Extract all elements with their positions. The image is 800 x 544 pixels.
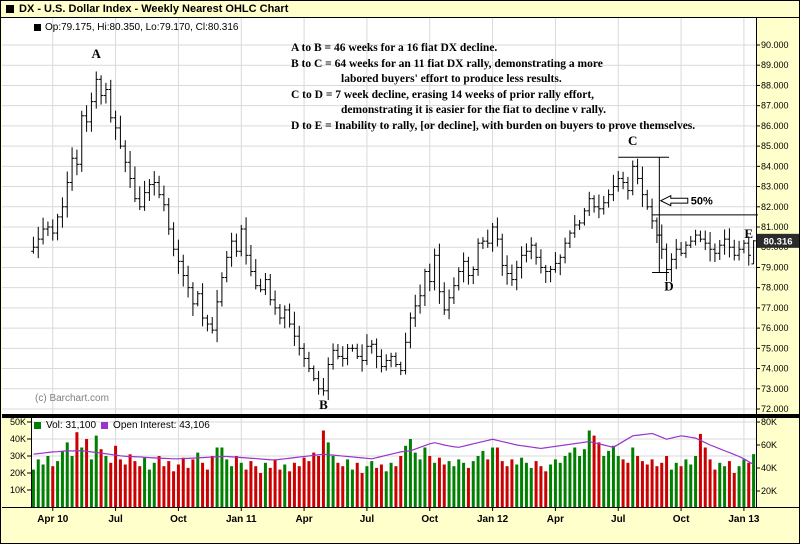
quote-marker-icon	[34, 24, 41, 31]
volume-text: Vol: 31,100	[46, 420, 97, 431]
svg-text:73.000: 73.000	[761, 384, 789, 394]
volume-marker-icon	[34, 422, 41, 429]
svg-text:B: B	[319, 397, 328, 412]
svg-text:A: A	[92, 46, 102, 61]
annotation-line: D to E = Inability to rally, [or decline…	[291, 119, 696, 132]
svg-text:85.000: 85.000	[761, 141, 789, 151]
svg-text:E: E	[744, 226, 753, 241]
title-bar: DX - U.S. Dollar Index - Weekly Nearest …	[1, 1, 799, 18]
svg-text:Jul: Jul	[611, 514, 626, 525]
analysis-annotation: A to B = 46 weeks for a 16 fiat DX decli…	[291, 41, 695, 134]
svg-text:76.000: 76.000	[761, 323, 789, 333]
svg-text:77.000: 77.000	[761, 303, 789, 313]
svg-text:50K: 50K	[10, 417, 26, 427]
svg-text:Jan 12: Jan 12	[477, 514, 509, 525]
price-quote-legend: Op:79.175, Hi:80.350, Lo:79.170, Cl:80.3…	[34, 22, 238, 33]
window-icon	[6, 5, 14, 13]
svg-text:20K: 20K	[10, 468, 26, 478]
svg-text:Jul: Jul	[108, 514, 123, 525]
quote-text: Op:79.175, Hi:80.350, Lo:79.170, Cl:80.3…	[45, 22, 239, 33]
svg-text:74.000: 74.000	[761, 364, 789, 374]
annotation-line: labored buyers' effort to produce less r…	[341, 73, 562, 85]
svg-text:79.000: 79.000	[761, 262, 789, 272]
svg-text:Oct: Oct	[170, 514, 187, 525]
svg-text:30K: 30K	[10, 451, 26, 461]
open-interest-text: Open Interest: 43,106	[113, 420, 210, 431]
svg-text:C: C	[628, 133, 637, 148]
svg-text:86.000: 86.000	[761, 121, 789, 131]
svg-text:72.000: 72.000	[761, 404, 789, 414]
svg-text:84.000: 84.000	[761, 161, 789, 171]
annotation-line: B to C = 64 weeks for an 11 fiat DX rall…	[291, 57, 603, 70]
svg-text:Apr 10: Apr 10	[37, 514, 69, 525]
svg-text:20K: 20K	[761, 486, 777, 496]
svg-text:75.000: 75.000	[761, 343, 789, 353]
svg-text:78.000: 78.000	[761, 283, 789, 293]
svg-text:Apr: Apr	[547, 514, 564, 525]
annotation-line: demonstrating it is easier for the fiat …	[341, 104, 606, 116]
svg-text:10K: 10K	[10, 485, 26, 495]
svg-text:87.000: 87.000	[761, 101, 789, 111]
svg-text:81.000: 81.000	[761, 222, 789, 232]
svg-text:90.000: 90.000	[761, 40, 789, 50]
open-interest-marker-icon	[101, 422, 109, 429]
svg-text:D: D	[664, 279, 673, 294]
svg-text:Jan 13: Jan 13	[728, 514, 760, 525]
svg-text:82.000: 82.000	[761, 202, 789, 212]
svg-text:40K: 40K	[761, 463, 777, 473]
annotation-line: C to D = 7 week decline, erasing 14 week…	[291, 88, 595, 101]
svg-text:83.000: 83.000	[761, 182, 789, 192]
svg-text:50%: 50%	[691, 196, 713, 208]
svg-text:Oct: Oct	[421, 514, 438, 525]
svg-text:Apr: Apr	[295, 514, 312, 525]
window-title: DX - U.S. Dollar Index - Weekly Nearest …	[19, 3, 289, 15]
svg-text:40K: 40K	[10, 434, 26, 444]
svg-text:Oct: Oct	[673, 514, 690, 525]
svg-text:60K: 60K	[761, 440, 777, 450]
svg-text:89.000: 89.000	[761, 60, 789, 70]
volume-legend: Vol: 31,100 Open Interest: 43,106	[34, 420, 210, 431]
svg-text:Jan 11: Jan 11	[226, 514, 257, 525]
svg-text:80K: 80K	[761, 417, 777, 427]
copyright-label: (c) Barchart.com	[35, 393, 109, 404]
annotation-line: A to B = 46 weeks for a 16 fiat DX decli…	[291, 42, 498, 54]
svg-text:80.316: 80.316	[763, 236, 792, 247]
svg-text:88.000: 88.000	[761, 80, 789, 90]
svg-text:Jul: Jul	[360, 514, 375, 525]
